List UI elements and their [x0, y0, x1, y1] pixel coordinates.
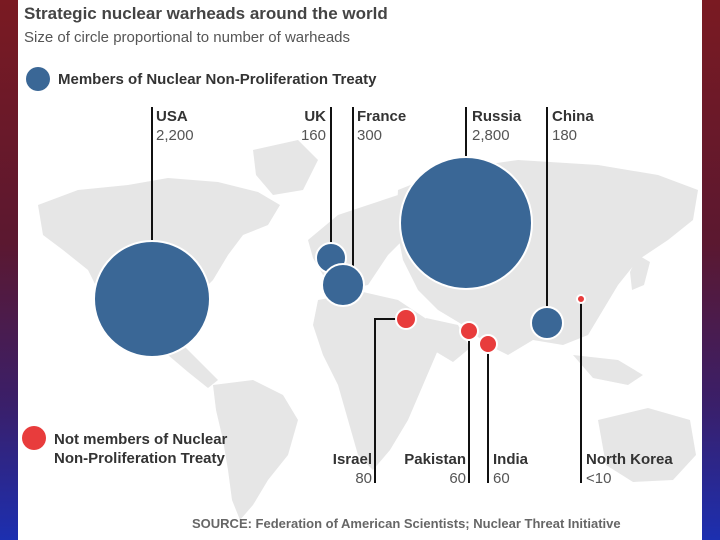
bubble-pakistan: [459, 321, 479, 341]
label-france-value: 300: [357, 127, 383, 144]
label-uk: UK 160: [290, 107, 326, 145]
label-russia: Russia 2,800: [472, 107, 521, 145]
land-japan: [630, 255, 650, 290]
label-pakistan-value: 60: [449, 470, 466, 487]
legend-member-swatch: [26, 67, 50, 91]
land-australia: [598, 408, 696, 482]
label-russia-value: 2,800: [472, 127, 510, 144]
legend-nonmembers: Not members of Nuclear Non-Proliferation…: [22, 426, 227, 468]
label-usa-value: 2,200: [156, 127, 194, 144]
chart-title: Strategic nuclear warheads around the wo…: [24, 4, 388, 23]
bubble-france: [321, 263, 365, 307]
label-russia-name: Russia: [472, 108, 522, 125]
bubble-china: [530, 306, 564, 340]
legend-nonmember-text: Not members of Nuclear Non-Proliferation…: [54, 430, 227, 468]
label-usa: USA 2,200: [156, 107, 194, 145]
label-israel: Israel 80: [318, 450, 372, 488]
label-north-korea: North Korea <10: [586, 450, 673, 488]
label-china-name: China: [552, 108, 594, 125]
bubble-russia: [399, 156, 533, 290]
legend-nonmember-label-1: Not members of Nuclear: [54, 431, 228, 448]
label-france: France 300: [357, 107, 406, 145]
legend-nonmember-swatch: [22, 426, 46, 450]
bubble-israel: [395, 308, 417, 330]
land-se-asia: [573, 355, 643, 385]
label-uk-value: 160: [300, 127, 326, 144]
land-arabia: [426, 318, 470, 362]
chart-subtitle: Size of circle proportional to number of…: [24, 29, 351, 46]
land-south-america: [213, 380, 298, 520]
label-india: India 60: [493, 450, 528, 488]
label-israel-value: 80: [355, 470, 372, 487]
land-greenland: [253, 140, 318, 195]
bubble-india: [478, 334, 498, 354]
label-north-korea-name: North Korea: [586, 451, 673, 468]
label-china: China 180: [552, 107, 594, 145]
label-israel-name: Israel: [332, 451, 372, 468]
label-usa-name: USA: [156, 108, 188, 125]
world-map: [38, 107, 698, 520]
label-india-name: India: [493, 451, 529, 468]
label-china-value: 180: [552, 127, 578, 144]
legend-member-label: Members of Nuclear Non-Proliferation Tre…: [58, 70, 377, 88]
bubbles: [93, 156, 586, 358]
label-pakistan: Pakistan 60: [388, 450, 466, 488]
label-france-name: France: [357, 108, 407, 125]
label-uk-name: UK: [304, 108, 326, 125]
legend-members: Members of Nuclear Non-Proliferation Tre…: [26, 67, 376, 91]
infographic-panel: Strategic nuclear warheads around the wo…: [18, 0, 702, 540]
bubble-usa: [93, 240, 211, 358]
label-india-value: 60: [493, 470, 510, 487]
bubble-north-korea: [576, 294, 586, 304]
source-note: SOURCE: Federation of American Scientist…: [192, 516, 621, 531]
legend-nonmember-label-2: Non-Proliferation Treaty: [54, 450, 225, 467]
label-north-korea-value: <10: [586, 470, 612, 487]
label-pakistan-name: Pakistan: [404, 451, 466, 468]
